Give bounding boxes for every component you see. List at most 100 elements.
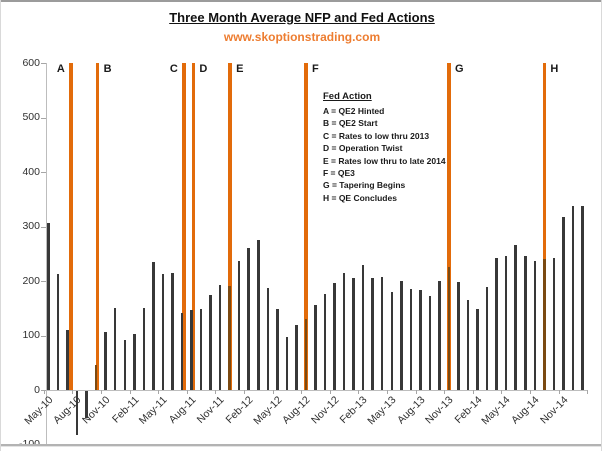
nfp-bar-Jun-13 — [400, 281, 403, 390]
fed-action-line-H — [542, 63, 547, 390]
chart-subtitle: www.skoptionstrading.com — [223, 30, 381, 44]
nfp-bar-Feb-12 — [247, 248, 250, 390]
nfp-bar-Aug-11 — [190, 310, 193, 390]
nfp-bar-Mar-13 — [371, 278, 374, 390]
fed-action-letter-B: B — [103, 63, 112, 75]
nfp-bar-Feb-11 — [133, 333, 136, 390]
fed-action-letter-E: E — [236, 63, 244, 75]
nfp-bar-Sep-13 — [428, 296, 432, 390]
y-axis-line — [45, 63, 47, 446]
nfp-bar-Sep-14 — [543, 259, 546, 390]
nfp-bar-Apr-11 — [152, 262, 155, 390]
x-axis-tick — [100, 390, 102, 394]
nfp-bar-Nov-11 — [218, 285, 222, 390]
nfp-bar-Nov-14 — [562, 217, 565, 390]
nfp-bar-Sep-12 — [314, 304, 317, 390]
nfp-bar-Dec-12 — [342, 273, 346, 390]
y-axis-label: 300 — [22, 220, 40, 232]
nfp-bar-May-12 — [276, 308, 279, 390]
nfp-bar-Aug-14 — [533, 260, 537, 390]
fed-action-letter-F: F — [311, 63, 319, 75]
y-axis-label: 600 — [22, 56, 40, 69]
fed-action-line-E — [228, 63, 232, 390]
x-axis-tick — [72, 390, 74, 394]
legend-items: A = QE2 Hinted B = QE2 Start C = Rates to … — [323, 105, 446, 204]
nfp-bar-Apr-14 — [495, 258, 498, 390]
nfp-bar-Aug-10 — [75, 391, 79, 435]
y-axis-tick — [40, 117, 46, 119]
legend-item: G = Tapering Begins — [323, 180, 406, 191]
y-axis-label: 100 — [22, 329, 40, 341]
x-axis-tick — [415, 390, 417, 394]
fed-action-line-G — [447, 63, 451, 390]
legend-item: B = QE2 Start — [323, 118, 378, 129]
fed-action-letter-C: C — [169, 63, 178, 75]
nfp-bar-Dec-14 — [571, 205, 575, 390]
y-axis-tick — [40, 226, 46, 228]
nfp-bar-Jun-11 — [171, 272, 174, 390]
y-axis-tick — [40, 281, 46, 282]
nfp-bar-Aug-13 — [419, 290, 422, 390]
x-axis-line — [45, 390, 588, 391]
legend-title: Fed Action — [323, 91, 372, 102]
nfp-bar-Jul-12 — [295, 325, 298, 390]
x-axis-tick — [386, 390, 388, 394]
fed-action-letter-D: D — [199, 63, 208, 75]
fed-action-line-D — [191, 63, 196, 390]
x-axis-tick — [587, 390, 589, 394]
nfp-bar-Mar-14 — [485, 286, 489, 390]
x-axis-tick — [558, 390, 560, 394]
fed-action-letter-G: G — [454, 63, 464, 75]
x-axis-tick — [472, 390, 474, 394]
legend-item: E = Rates low thru to late 2014 — [323, 155, 446, 166]
nfp-bar-May-11 — [161, 274, 165, 390]
legend-item: F = QE3 — [323, 168, 355, 179]
nfp-bar-Oct-12 — [323, 293, 327, 390]
nfp-bar-Jun-12 — [285, 337, 289, 390]
x-axis-tick — [272, 390, 274, 394]
y-axis-label: 200 — [22, 274, 40, 287]
nfp-bar-Feb-13 — [361, 264, 365, 390]
nfp-bar-Jan-13 — [352, 278, 355, 390]
legend-item: C = Rates to low thru 2013 — [323, 130, 430, 141]
nfp-bar-Jun-14 — [514, 245, 517, 390]
nfp-bar-Dec-11 — [228, 286, 231, 390]
nfp-bar-Dec-10 — [113, 308, 117, 390]
legend-item: H = QE Concludes — [323, 192, 397, 203]
nfp-bar-Feb-14 — [476, 309, 479, 390]
nfp-bar-Jul-10 — [66, 330, 69, 390]
nfp-bar-May-13 — [390, 291, 393, 390]
nfp-bar-Sep-10 — [85, 391, 88, 419]
nfp-bar-Nov-12 — [333, 283, 336, 390]
x-axis-tick — [329, 390, 331, 394]
y-axis-label: 500 — [22, 111, 40, 123]
x-axis-tick — [530, 390, 532, 394]
fed-action-letter-H: H — [550, 63, 559, 75]
fed-action-line-A — [69, 63, 73, 390]
nfp-bar-Jul-13 — [409, 289, 413, 390]
x-axis-tick — [444, 390, 446, 394]
nfp-bar-Oct-10 — [94, 364, 98, 390]
y-axis-tick — [40, 390, 46, 391]
nfp-bar-Apr-12 — [266, 287, 270, 390]
legend-item: A = QE2 Hinted — [323, 106, 385, 116]
nfp-bar-Nov-10 — [104, 331, 107, 390]
x-axis-tick — [43, 390, 45, 394]
y-axis-tick — [40, 335, 46, 337]
x-axis-tick — [129, 390, 131, 394]
x-axis-tick — [243, 390, 245, 394]
nfp-bar-May-14 — [504, 255, 508, 390]
fed-action-line-C — [182, 63, 186, 390]
nfp-bar-Nov-13 — [447, 267, 451, 390]
y-axis-tick — [40, 63, 46, 64]
top-window-edge — [1, 0, 601, 2]
nfp-bar-Jul-11 — [180, 313, 184, 390]
fed-action-line-B — [95, 63, 100, 390]
nfp-bar-Jun-10 — [56, 273, 60, 390]
nfp-bar-Jan-11 — [123, 340, 126, 390]
nfp-bar-May-10 — [47, 222, 50, 390]
x-axis-tick — [501, 390, 503, 394]
x-axis-tick — [358, 390, 360, 394]
fed-action-line-F — [304, 63, 308, 390]
